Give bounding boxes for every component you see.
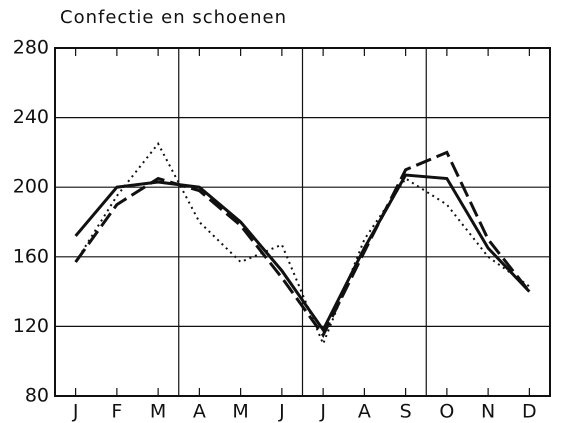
series-line (74, 150, 531, 339)
y-tick-label: 280 (13, 37, 49, 59)
y-tick-label: 120 (13, 315, 49, 337)
y-tick-label: 200 (13, 176, 49, 198)
y-tick-label: 160 (13, 245, 49, 267)
x-tick-label: D (522, 401, 537, 423)
x-tick-label: A (358, 401, 371, 423)
x-tick-label: S (400, 401, 412, 423)
chart-title: Confectie en schoenen (60, 7, 287, 28)
x-tick-label: F (111, 401, 122, 423)
y-tick-label: 80 (25, 385, 49, 407)
x-tick-label: J (278, 401, 285, 423)
y-tick-label: 240 (13, 106, 49, 128)
x-tick-label: N (481, 401, 495, 423)
series-line (74, 141, 530, 347)
x-tick-label: A (193, 401, 206, 423)
x-tick-label: M (232, 401, 248, 423)
x-tick-label: M (150, 401, 166, 423)
x-tick-label: O (439, 401, 454, 423)
x-tick-label: J (319, 401, 326, 423)
x-tick-label: J (72, 401, 79, 423)
